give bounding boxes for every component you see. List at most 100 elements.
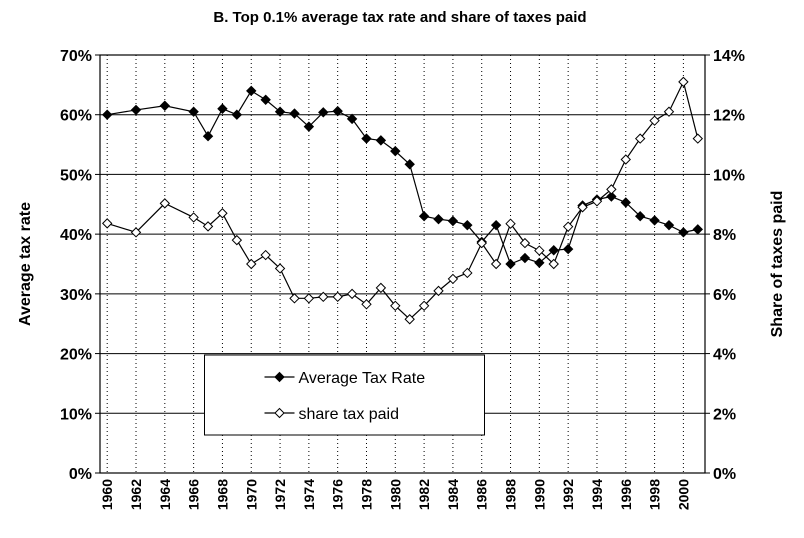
data-point	[562, 243, 574, 255]
data-point	[534, 245, 545, 256]
data-point	[490, 219, 502, 231]
data-point	[548, 258, 559, 270]
legend-label: share tax paid	[299, 406, 400, 423]
data-point	[634, 211, 646, 222]
data-point	[159, 198, 171, 209]
plot-border	[99, 54, 706, 474]
data-point	[678, 76, 689, 88]
y-tick-label: 20%	[60, 347, 92, 364]
data-point	[260, 94, 271, 105]
data-point	[130, 227, 142, 238]
y-tick-label: 70%	[60, 48, 92, 65]
legend-marker	[274, 371, 285, 383]
y2-tick-label: 2%	[713, 406, 736, 423]
data-point	[303, 121, 315, 132]
data-point	[390, 145, 401, 157]
data-point	[649, 115, 660, 126]
x-tick-label: 1968	[214, 479, 230, 510]
data-point	[620, 154, 631, 165]
data-point	[534, 257, 545, 269]
data-point	[591, 196, 603, 207]
y-tick-label: 0%	[69, 466, 92, 483]
x-tick-label: 1974	[301, 479, 317, 510]
data-point	[361, 299, 372, 310]
data-point	[404, 159, 415, 170]
data-point	[490, 258, 502, 270]
legend-box	[204, 354, 485, 436]
data-point	[375, 282, 387, 294]
x-tick-label: 1980	[387, 479, 403, 510]
data-point	[332, 291, 343, 303]
data-point	[505, 258, 516, 270]
y-axis-label: Average tax rate	[17, 202, 34, 326]
x-tick-label: 1976	[330, 479, 346, 510]
data-point	[346, 288, 358, 300]
data-point	[101, 218, 113, 229]
data-point	[548, 245, 559, 256]
y-tick-label: 10%	[60, 406, 92, 423]
data-point	[231, 109, 243, 120]
data-point	[303, 293, 315, 304]
data-point	[188, 106, 199, 117]
x-tick-label: 1992	[560, 479, 576, 510]
x-tick-label: 1990	[531, 479, 547, 510]
data-point	[418, 300, 430, 312]
y-tick-label: 40%	[60, 227, 92, 244]
x-tick-label: 1978	[358, 479, 374, 510]
data-point	[519, 237, 531, 249]
data-point	[188, 212, 199, 223]
data-point	[462, 267, 473, 279]
x-tick-label: 1966	[186, 479, 202, 510]
x-tick-label: 2000	[675, 479, 691, 510]
legend-marker	[274, 407, 285, 419]
data-point	[649, 215, 660, 226]
y2-tick-label: 12%	[713, 108, 745, 125]
x-tick-label: 1996	[618, 479, 634, 510]
y-tick-label: 50%	[60, 167, 92, 184]
data-point	[332, 105, 343, 117]
data-point	[620, 197, 631, 208]
data-point	[346, 113, 358, 125]
data-point	[289, 108, 300, 119]
x-tick-label: 1970	[243, 479, 259, 510]
y2-tick-label: 0%	[713, 466, 736, 483]
data-point	[606, 184, 617, 195]
data-point	[390, 300, 401, 312]
data-point	[519, 252, 531, 264]
series-line	[107, 80, 699, 321]
y-tick-label: 60%	[60, 108, 92, 125]
x-tick-label: 1998	[647, 479, 663, 510]
data-point	[562, 221, 574, 232]
data-point	[433, 285, 444, 297]
data-point	[217, 208, 228, 219]
data-point	[217, 103, 228, 114]
x-tick-label: 1962	[128, 479, 144, 510]
x-tick-label: 1960	[99, 479, 115, 510]
x-tick-label: 1964	[157, 479, 173, 510]
y2-tick-label: 4%	[713, 347, 736, 364]
data-point	[289, 293, 300, 304]
legend-label: Average Tax Rate	[299, 370, 426, 387]
data-point	[231, 234, 243, 246]
data-point	[159, 100, 171, 111]
series-line	[107, 89, 698, 265]
data-point	[692, 224, 704, 235]
data-point	[260, 249, 271, 261]
data-point	[246, 85, 257, 97]
data-point	[447, 215, 459, 227]
data-point	[202, 221, 214, 232]
x-tick-label: 1984	[445, 479, 461, 510]
data-point	[130, 104, 142, 116]
data-point	[577, 202, 588, 213]
data-point	[404, 314, 415, 325]
data-point	[418, 211, 430, 222]
x-tick-label: 1982	[416, 479, 432, 510]
data-point	[634, 133, 646, 144]
data-point	[274, 263, 286, 274]
data-point	[101, 109, 113, 120]
data-point	[663, 219, 675, 231]
data-point	[318, 291, 329, 303]
data-point	[692, 133, 704, 144]
data-point	[202, 131, 214, 142]
